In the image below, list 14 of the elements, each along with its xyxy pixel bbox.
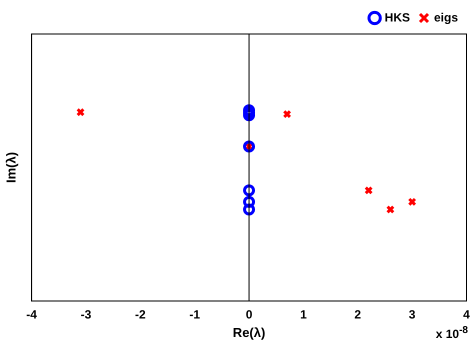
x-tick-label: 2: [354, 308, 362, 322]
x-axis-title: Re(λ): [232, 324, 266, 340]
x-tick-label: -1: [189, 308, 200, 322]
x-tick-label: -4: [26, 308, 38, 322]
legend-label: eigs: [434, 10, 458, 24]
x-tick-label: -2: [134, 308, 146, 322]
x-tick-label: -3: [80, 308, 92, 322]
x-tick-label: 4: [463, 308, 470, 322]
legend-label: HKS: [384, 10, 410, 24]
text: x 10$^{-8}$: [436, 325, 468, 341]
x-tick-label: 0: [246, 308, 253, 322]
y-axis-title: Im(λ): [3, 152, 18, 184]
x-tick-label: 3: [408, 308, 416, 322]
x-tick-label: 1: [300, 308, 308, 322]
